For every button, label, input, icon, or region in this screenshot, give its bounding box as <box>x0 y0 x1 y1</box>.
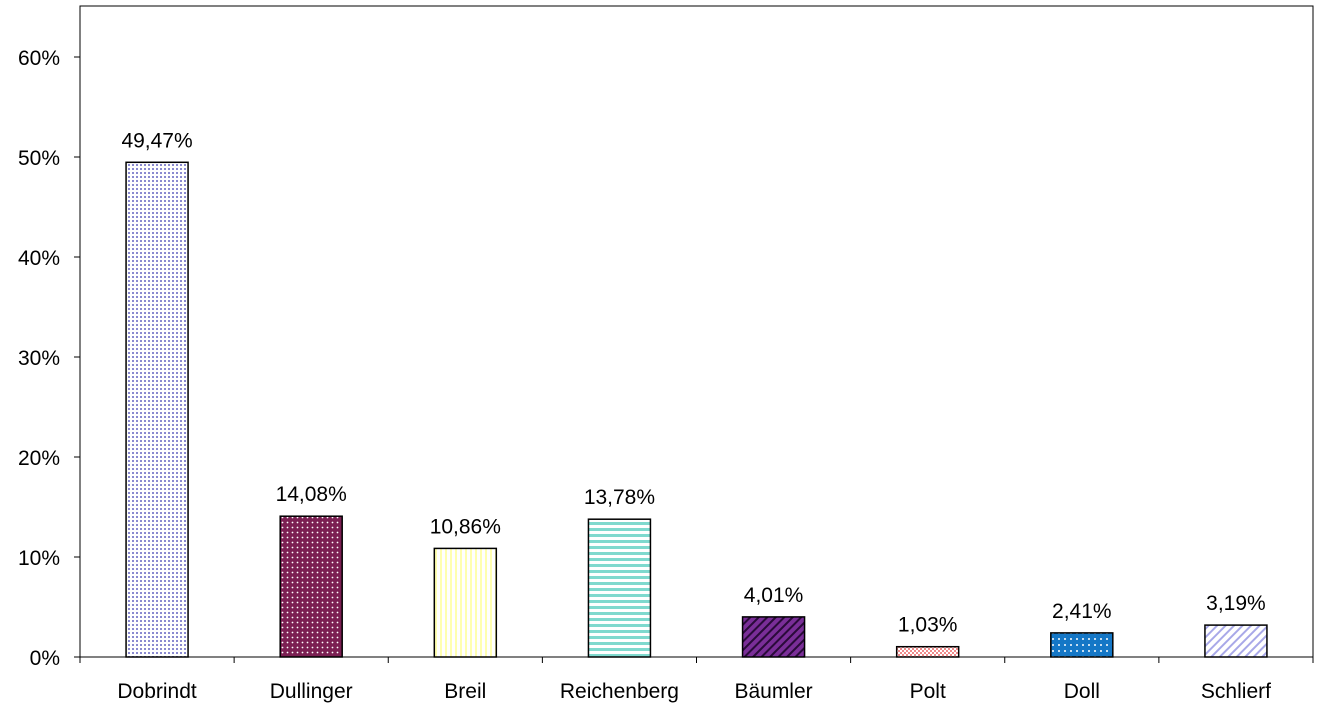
x-tick-label: Dullinger <box>270 680 353 703</box>
x-tick-label: Polt <box>910 680 946 703</box>
x-tick-label: Schlierf <box>1201 680 1271 703</box>
y-tick-label: 50% <box>18 147 60 170</box>
plot-frame <box>79 5 1314 658</box>
data-label: 4,01% <box>744 584 804 607</box>
x-tick-label: Reichenberg <box>560 680 679 703</box>
y-tick-label: 10% <box>18 547 60 570</box>
y-axis: 0% 10% 20% 30% 40% 50% 60% <box>18 47 80 670</box>
data-label: 3,19% <box>1206 592 1266 615</box>
bar-schlierf <box>1204 624 1268 658</box>
bar-doll <box>1050 632 1114 658</box>
y-tick-label: 60% <box>18 47 60 70</box>
data-label: 10,86% <box>430 515 501 538</box>
bar-dullinger <box>279 515 343 658</box>
x-tick-label: Breil <box>444 680 486 703</box>
bar-reichenberg <box>587 518 652 658</box>
bar-dobrindt <box>125 161 189 658</box>
data-label: 13,78% <box>584 486 655 509</box>
data-label: 14,08% <box>276 483 347 506</box>
y-tick-label: 40% <box>18 247 60 270</box>
x-axis: Dobrindt Dullinger Breil Reichenberg Bäumler… <box>79 657 1314 703</box>
data-label: 49,47% <box>121 129 192 152</box>
x-tick-label: Bäumler <box>734 680 812 703</box>
bar-polt <box>895 645 960 658</box>
bar-breil <box>433 547 498 658</box>
y-tick-label: 30% <box>18 347 60 370</box>
y-tick-label: 0% <box>30 647 60 670</box>
plot-border <box>79 5 1314 658</box>
data-label: 2,41% <box>1052 600 1112 623</box>
data-label: 1,03% <box>898 614 958 637</box>
x-tick-label: Dobrindt <box>117 680 197 703</box>
x-tick-label: Doll <box>1064 680 1100 703</box>
y-tick-label: 20% <box>18 447 60 470</box>
bars <box>125 161 1268 658</box>
bar-bäumler <box>741 616 806 658</box>
data-labels: 49,47% 14,08% 10,86% 13,78% 4,01% 1,03% 2,41% 3… <box>121 129 1265 636</box>
